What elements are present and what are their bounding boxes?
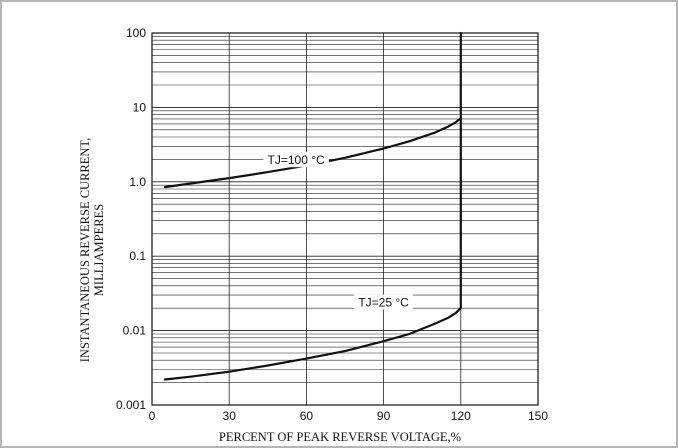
series-line-tj25 <box>163 116 462 381</box>
annotation-background <box>263 152 329 168</box>
x-tick-label: 90 <box>377 409 391 423</box>
x-tick-label: 0 <box>149 409 156 423</box>
x-tick-label: 30 <box>223 409 237 423</box>
y-tick-label: 0.001 <box>116 398 146 412</box>
grid <box>152 33 538 405</box>
y-axis-title-line-1: INSTANTANEOUS REVERSE CURRENT, <box>78 138 92 363</box>
x-tick-label: 150 <box>528 409 548 423</box>
y-axis-title-line-2: MILLIAMPERES <box>92 204 106 296</box>
series <box>163 31 462 381</box>
y-tick-labels: 0.001 0.01 0.1 1.0 10 100 <box>116 26 146 412</box>
y-tick-label: 0.1 <box>129 249 146 263</box>
plot-border <box>151 32 539 406</box>
y-tick-label: 100 <box>126 26 146 40</box>
annotations: TJ=100 °C TJ=25 °C <box>263 152 413 310</box>
x-axis-title: PERCENT OF PEAK REVERSE VOLTAGE,% <box>219 430 461 444</box>
annotation-background <box>354 294 413 310</box>
x-tick-label: 120 <box>451 409 471 423</box>
y-tick-label: 1.0 <box>129 175 146 189</box>
annotation-tj100: TJ=100 °C <box>268 153 325 167</box>
y-axis-title: INSTANTANEOUS REVERSE CURRENT, MILLIAMPE… <box>78 138 106 363</box>
annotation-tj25: TJ=25 °C <box>358 296 409 310</box>
x-tick-label: 60 <box>300 409 314 423</box>
y-tick-label: 0.01 <box>123 324 147 338</box>
x-tick-labels: 0 30 60 90 120 150 <box>149 409 549 423</box>
y-tick-label: 10 <box>133 100 147 114</box>
